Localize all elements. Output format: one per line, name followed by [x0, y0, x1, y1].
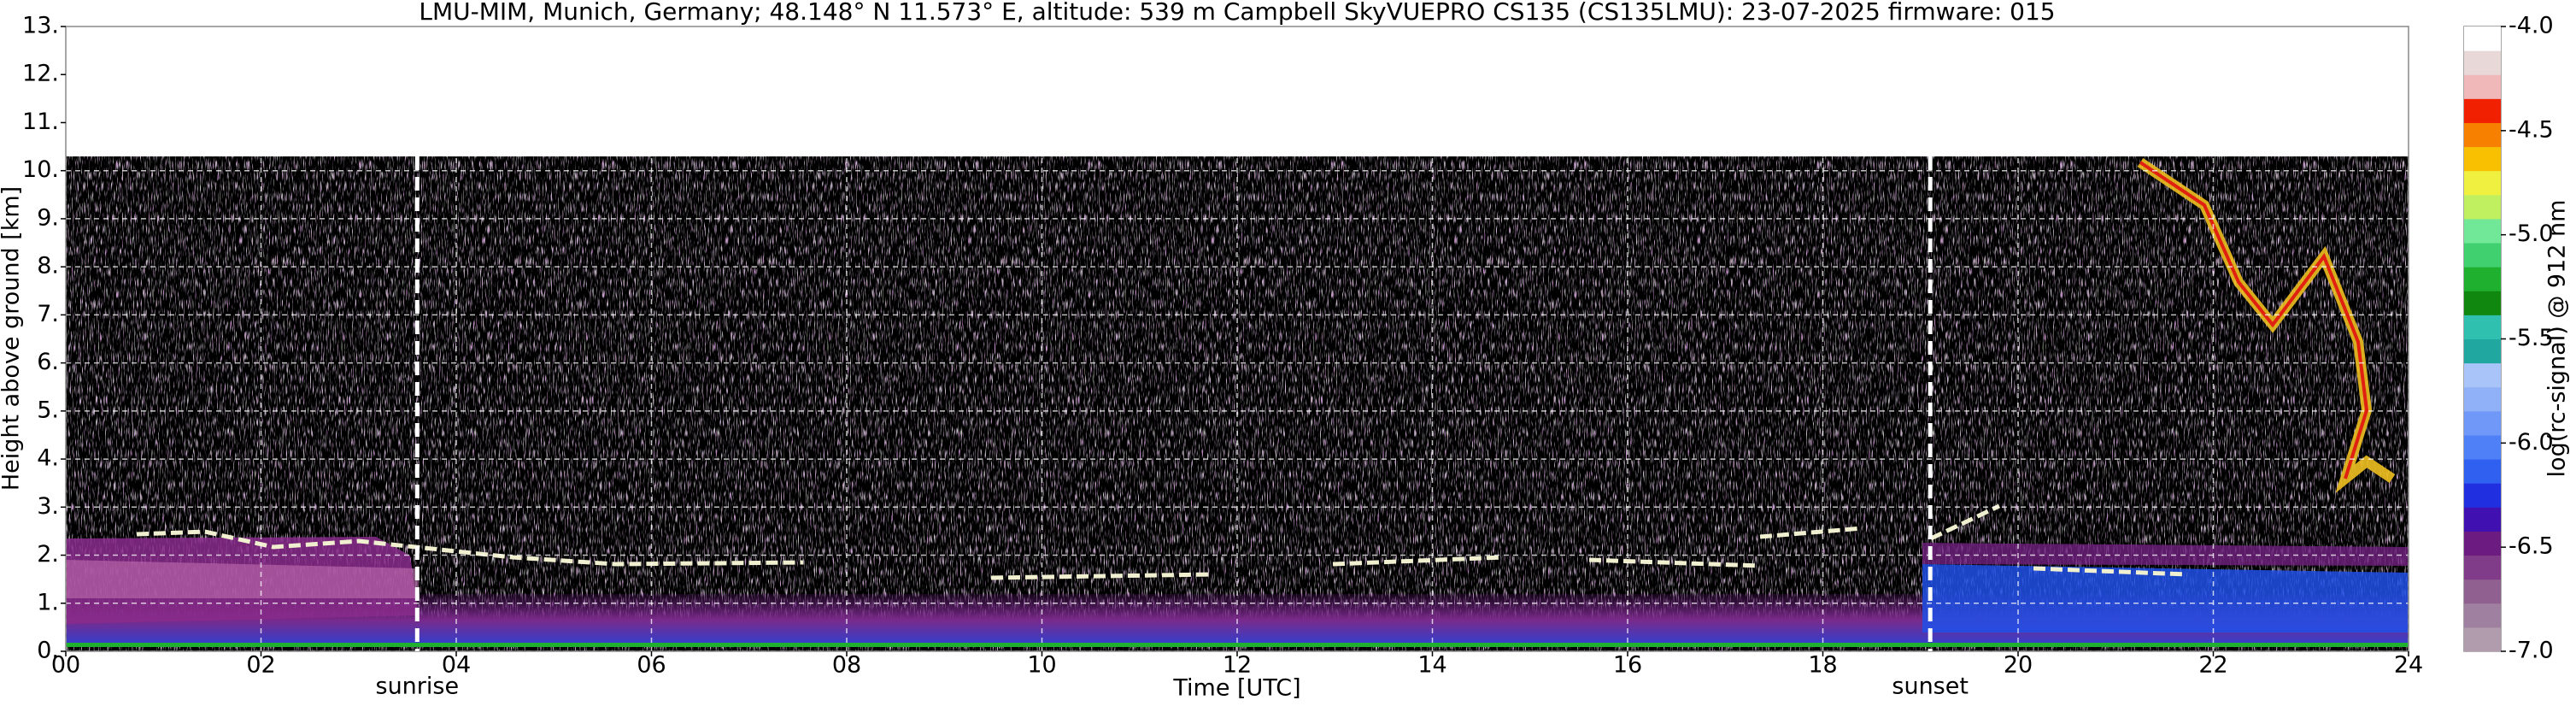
y-tick-label: 4. [37, 445, 59, 472]
colorbar-tick-label: -6.5 [2509, 533, 2554, 560]
colorbar-segment [2464, 459, 2501, 484]
heatmap-residual-layer [66, 560, 419, 598]
annotation-label: sunrise [376, 674, 460, 700]
colorbar-segment [2464, 122, 2501, 148]
colorbar-segment [2464, 267, 2501, 291]
colorbar-tick-label: -5.5 [2509, 325, 2554, 351]
colorbar-segment [2464, 243, 2501, 268]
colorbar-segment [2464, 410, 2501, 436]
y-tick-label: 3. [37, 493, 59, 520]
y-tick-label: 12. [22, 61, 59, 87]
colorbar-segment [2464, 362, 2501, 388]
y-tick-label: 2. [37, 541, 59, 568]
colorbar-label: log(rc-signal) @ 912 nm [2544, 200, 2571, 478]
colorbar-segment [2464, 291, 2501, 315]
y-axis-label: Height above ground [km] [0, 186, 25, 491]
colorbar-segment [2464, 50, 2501, 75]
colorbar-segment [2464, 146, 2501, 172]
colorbar-segment [2464, 315, 2501, 339]
colorbar-segment [2464, 98, 2501, 123]
colorbar-segment [2464, 170, 2501, 196]
x-axis-label: Time [UTC] [1172, 675, 1300, 702]
colorbar-segment [2464, 627, 2501, 652]
colorbar-segment [2464, 483, 2501, 508]
heatmap-cloud [136, 503, 2188, 580]
colorbar-segment [2464, 74, 2501, 99]
colorbar-tick-label: -4.5 [2509, 116, 2554, 143]
colorbar-segment [2464, 26, 2501, 51]
colorbar-segment [2464, 434, 2501, 460]
y-tick-label: 10. [22, 156, 59, 183]
chart-title: LMU-MIM, Munich, Germany; 48.148° N 11.5… [419, 0, 2055, 26]
colorbar-tick-label: -6.0 [2509, 429, 2554, 456]
colorbar-tick-label: -5.0 [2509, 221, 2554, 247]
heatmap-night-layer [1922, 543, 2409, 566]
y-tick-label: 7. [37, 301, 59, 327]
y-tick-label: 6. [37, 349, 59, 375]
y-tick-label: 13. [22, 13, 59, 39]
colorbar-segment [2464, 603, 2501, 628]
colorbar-segment [2464, 218, 2501, 244]
y-tick-label: 8. [37, 253, 59, 279]
colorbar-segment [2464, 531, 2501, 556]
y-tick-label: 5. [37, 397, 59, 423]
y-tick-label: 11. [22, 109, 59, 135]
annotation-label: sunset [1892, 674, 1969, 700]
heatmap-cirrus [2139, 161, 2369, 479]
y-tick-label: 0. [37, 638, 59, 664]
y-tick-label: 1. [37, 589, 59, 615]
colorbar-segment [2464, 386, 2501, 412]
y-tick-label: 9. [37, 204, 59, 231]
colorbar-tick-label: -4.0 [2509, 13, 2554, 39]
heatmap-surface [66, 643, 2409, 647]
colorbar-segment [2464, 507, 2501, 532]
colorbar-tick-label: -7.0 [2509, 638, 2554, 664]
colorbar-segment [2464, 579, 2501, 604]
colorbar-segment [2464, 555, 2501, 580]
colorbar-segment [2464, 194, 2501, 220]
heatmap-night-layer [1922, 564, 2409, 632]
colorbar-segment [2464, 338, 2501, 364]
